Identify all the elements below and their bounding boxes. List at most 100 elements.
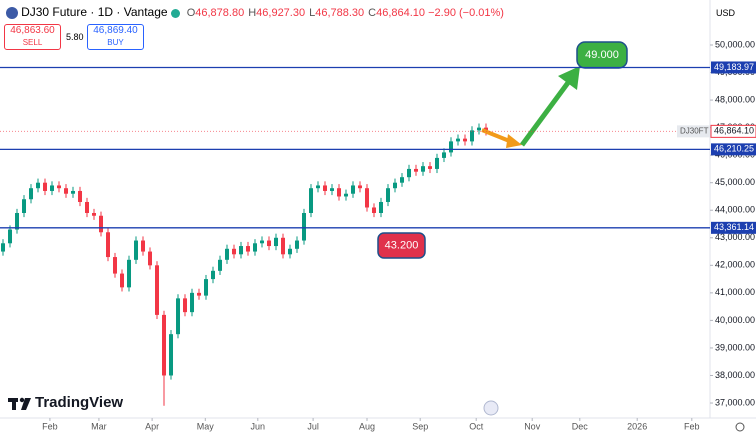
arrow	[519, 78, 573, 147]
arrow-head	[558, 66, 580, 90]
flag	[6, 7, 18, 20]
arrow-head	[506, 134, 522, 148]
candle-body	[337, 188, 342, 197]
candle-body	[176, 298, 181, 335]
buy-button[interactable]: 46,869.40 BUY	[87, 24, 144, 50]
event-icon	[483, 400, 499, 416]
candle-body	[407, 168, 412, 178]
spread: 5.80	[66, 32, 84, 42]
last-price-label: 46,864.10	[714, 126, 754, 136]
candle-body	[414, 168, 419, 172]
y-tick-label: 48,000.00	[715, 94, 755, 104]
candle-body	[260, 240, 265, 244]
candle-body	[463, 138, 468, 142]
candle-body	[106, 232, 111, 258]
currency: USD	[716, 8, 736, 18]
candle-body	[190, 292, 195, 313]
change: −2.90 (−0.01%)	[428, 7, 504, 19]
y-tick-label: 44,000.00	[715, 205, 755, 215]
x-tick-label: Oct	[469, 421, 484, 431]
candle-body	[281, 237, 286, 255]
candle-body	[43, 182, 48, 191]
candle-body	[211, 270, 216, 280]
y-tick-label: 43,000.00	[715, 232, 755, 242]
candle-body	[8, 229, 13, 244]
candle-body	[134, 240, 139, 260]
candle-body	[92, 212, 97, 216]
candle-body	[323, 185, 328, 191]
candle-body	[197, 292, 202, 296]
y-tick-label: 41,000.00	[715, 287, 755, 297]
y-tick-label: 42,000.00	[715, 260, 755, 270]
ohlc-value: 46,878.80	[195, 7, 245, 19]
ohlc: O46,878.80 H46,927.30 L46,788.30 C46,864.10	[183, 7, 425, 19]
status	[170, 8, 180, 18]
candle-body	[477, 127, 482, 131]
y-tick-label: 37,000.00	[715, 397, 755, 407]
candle-body	[302, 212, 307, 241]
candle-body	[50, 185, 55, 191]
logo-icon	[8, 397, 31, 410]
header: DJ30 Future · 1D · Vantage O46,878.80 H46…	[6, 5, 504, 20]
y-tick-label: 38,000.00	[715, 370, 755, 380]
candle-body	[1, 243, 6, 252]
candle-body	[204, 279, 209, 296]
candle-body	[218, 259, 223, 271]
x-tick-label: Mar	[91, 421, 107, 431]
level-label-box	[711, 221, 756, 234]
ohlc-key: O	[186, 7, 196, 19]
candle-body	[316, 185, 321, 189]
candle-body	[239, 246, 244, 255]
y-tick-label: 40,000.00	[715, 315, 755, 325]
y-tick-label: 39,000.00	[715, 342, 755, 352]
y-tick-label: 50,000.00	[715, 39, 755, 49]
candle-body	[386, 188, 391, 202]
last-price-box	[710, 124, 756, 138]
x-tick-label: Jun	[251, 421, 266, 431]
candle-body	[183, 298, 188, 313]
candle-body	[169, 334, 174, 376]
sell-button[interactable]: 46,863.60 SELL	[4, 24, 61, 50]
candle-body	[148, 251, 153, 266]
x-tick-label: Feb	[684, 421, 700, 431]
ohlc-key: C	[368, 7, 377, 19]
candle-body	[15, 212, 20, 230]
candle-body	[344, 193, 349, 197]
logo: TradingView	[35, 394, 123, 411]
last-price-tag: DJ30FT	[680, 126, 709, 135]
x-tick-label: Dec	[572, 421, 589, 431]
candle-body	[351, 185, 356, 194]
candle-body	[372, 207, 377, 213]
candle-body	[274, 237, 279, 247]
candle-body	[288, 248, 293, 255]
x-tick-label: Apr	[145, 421, 159, 431]
candle-body	[36, 182, 41, 189]
candle-body	[99, 215, 104, 233]
candle-body	[435, 157, 440, 169]
candle-body	[309, 188, 314, 213]
candle-body	[78, 190, 83, 202]
candle-body	[358, 185, 363, 189]
annotation: 49.000	[585, 49, 619, 61]
buy-label: BUY	[107, 38, 124, 47]
x-tick-label: Feb	[42, 421, 58, 431]
ohlc-value: 46,864.10	[376, 7, 426, 19]
candle-body	[113, 257, 118, 274]
settings-icon[interactable]	[735, 422, 745, 432]
symbol: DJ30 Future · 1D · Vantage	[21, 5, 168, 19]
candle-body	[225, 248, 230, 260]
ohlc-key: H	[248, 7, 257, 19]
candle-body	[365, 188, 370, 208]
x-tick-label: Nov	[524, 421, 541, 431]
candle-body	[162, 314, 167, 376]
candle-body	[155, 265, 160, 315]
ohlc-value: 46,788.30	[315, 7, 365, 19]
candle-body	[85, 201, 90, 213]
candle-body	[120, 273, 125, 288]
ohlc-value: 46,927.30	[256, 7, 306, 19]
x-tick-label: Jul	[307, 421, 319, 431]
level-label-box	[711, 61, 756, 74]
sell-label: SELL	[22, 38, 43, 47]
